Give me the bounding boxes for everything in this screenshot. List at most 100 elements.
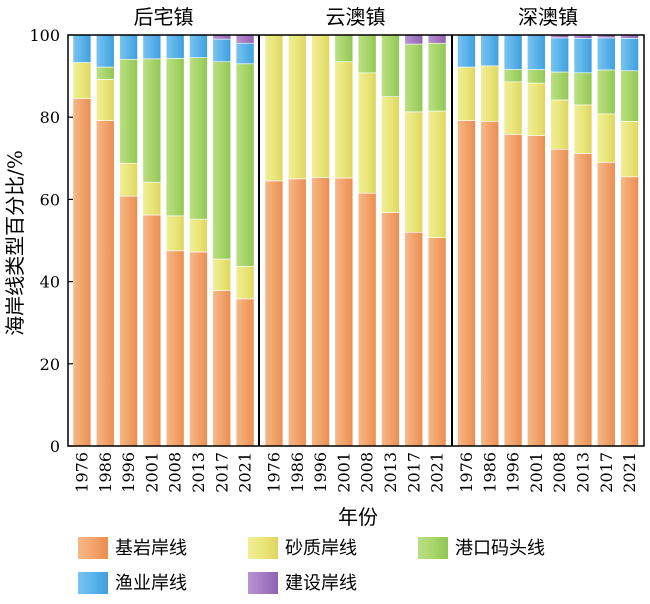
- bar-segment: [550, 148, 569, 447]
- y-axis-title: 海岸线类型百分比/%: [3, 150, 27, 336]
- bar-segment: [72, 62, 92, 100]
- bar-segment: [264, 34, 284, 182]
- bar-segment: [119, 195, 138, 447]
- bar-segment: [427, 42, 447, 112]
- x-tick-label: 1976: [264, 452, 283, 493]
- bar-segment: [550, 71, 569, 101]
- legend-swatch: [78, 537, 108, 559]
- bar-segment: [235, 34, 255, 44]
- x-tick-label: 1986: [96, 452, 115, 493]
- legend-swatch: [78, 572, 108, 594]
- y-tick-label: 100: [29, 26, 60, 45]
- bar-segment: [596, 162, 616, 447]
- x-tick-label: 2001: [527, 452, 546, 493]
- panel-titles: 后宅镇 云澳镇 深澳镇: [134, 5, 579, 29]
- bar-segment: [404, 43, 424, 113]
- legend-swatch: [248, 537, 278, 559]
- x-tick-label: 2021: [428, 452, 447, 493]
- y-tick-label: 40: [40, 273, 60, 292]
- bar-segment: [311, 177, 330, 447]
- bar-segment: [357, 192, 377, 447]
- x-tick-label: 1996: [504, 452, 523, 493]
- bar-segment: [620, 176, 639, 447]
- bar-segment: [573, 72, 593, 106]
- bar-segment: [573, 104, 593, 154]
- bar-segment: [503, 134, 523, 447]
- x-tick-label: 2013: [573, 452, 592, 493]
- x-tick-label: 2013: [381, 452, 400, 493]
- legend-label: 砂质岸线: [285, 538, 357, 559]
- bar-segment: [165, 34, 185, 59]
- bar-segment: [404, 231, 424, 447]
- bar-segment: [142, 58, 162, 183]
- bar-segment: [119, 34, 138, 60]
- x-tick-label: 2021: [620, 452, 639, 493]
- bar-segment: [596, 69, 616, 115]
- bar-segment: [95, 79, 115, 121]
- bar-segment: [72, 98, 92, 447]
- bar-segment: [503, 34, 523, 70]
- bar-segment: [527, 34, 546, 70]
- legend-swatch: [418, 537, 448, 559]
- axes: [67, 34, 645, 447]
- bar-segment: [550, 37, 569, 73]
- bar-segment: [404, 34, 424, 45]
- bar-segment: [381, 34, 400, 97]
- legend-label: 建设岸线: [285, 573, 357, 594]
- panel-title: 云澳镇: [326, 5, 386, 29]
- bar-segment: [596, 37, 616, 71]
- bar-segment: [212, 258, 232, 291]
- x-tick-label: 2017: [404, 452, 423, 493]
- legend-label: 港口码头线: [455, 538, 545, 559]
- bar-segment: [620, 37, 639, 72]
- bar-segment: [573, 37, 593, 74]
- bar-segment: [527, 135, 546, 447]
- x-tick-label: 2021: [236, 452, 255, 493]
- bars: [72, 34, 639, 447]
- bar-segment: [427, 110, 447, 238]
- bar-segment: [95, 66, 115, 80]
- bar-segment: [381, 96, 400, 213]
- x-tick-label: 1986: [288, 452, 307, 493]
- bar-segment: [189, 251, 208, 447]
- bar-segment: [142, 214, 162, 447]
- legend-swatch: [248, 572, 278, 594]
- y-tick-label: 20: [40, 355, 60, 374]
- bar-segment: [142, 34, 162, 60]
- bar-segment: [527, 69, 546, 84]
- bar-segment: [457, 66, 476, 121]
- bar-segment: [95, 120, 115, 447]
- x-tick-label: 1996: [311, 452, 330, 493]
- bar-segment: [189, 57, 208, 220]
- bar-segment: [142, 181, 162, 216]
- bar-segment: [457, 120, 476, 447]
- x-tick-label: 2008: [358, 452, 377, 493]
- bar-segment: [165, 250, 185, 447]
- bar-segment: [212, 38, 232, 63]
- bar-segment: [264, 180, 284, 447]
- bar-segment: [165, 215, 185, 252]
- bar-segment: [357, 34, 377, 74]
- bar-segment: [235, 63, 255, 267]
- bar-segment: [334, 34, 354, 63]
- bar-segment: [503, 69, 523, 83]
- x-tick-label: 2008: [550, 452, 569, 493]
- bar-segment: [189, 34, 208, 58]
- bar-segment: [573, 153, 593, 447]
- bar-segment: [620, 121, 639, 178]
- bar-segment: [287, 34, 307, 180]
- x-tick-label: 1976: [457, 452, 476, 493]
- bar-segment: [119, 162, 138, 197]
- bar-segment: [620, 70, 639, 122]
- bar-segment: [119, 58, 138, 164]
- bar-segment: [527, 82, 546, 136]
- y-tick-label: 60: [40, 190, 60, 209]
- y-tick-label: 0: [50, 437, 60, 456]
- bar-segment: [235, 298, 255, 447]
- bar-segment: [480, 121, 500, 447]
- bar-segment: [72, 34, 92, 63]
- plot-frame: [67, 34, 645, 447]
- bar-segment: [311, 34, 330, 178]
